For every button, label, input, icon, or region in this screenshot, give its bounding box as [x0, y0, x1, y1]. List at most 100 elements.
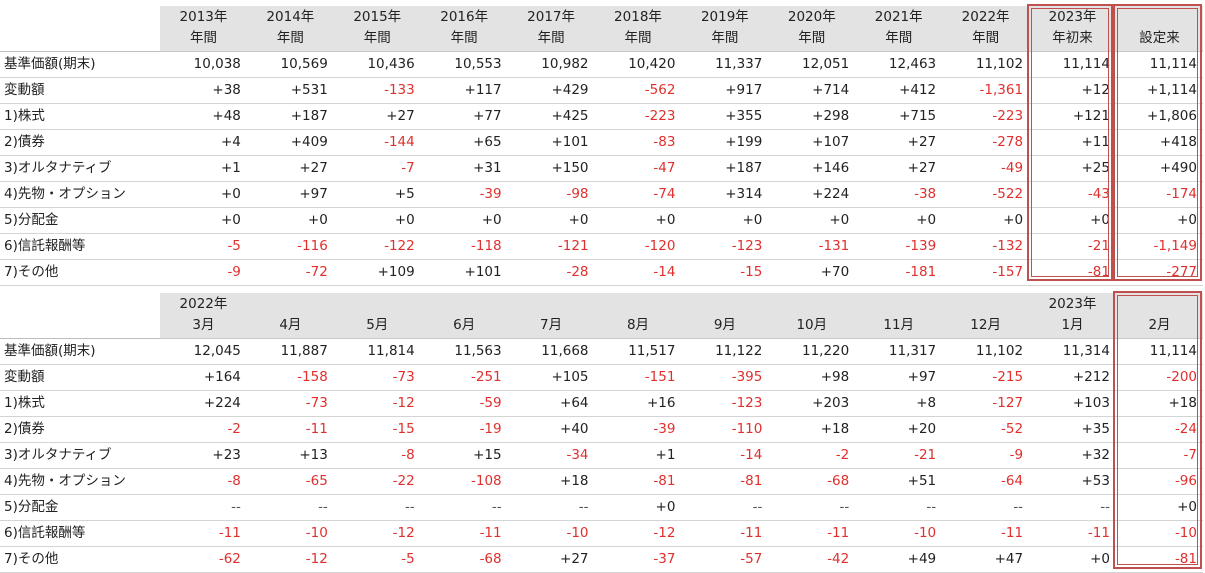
table-cell: -223: [942, 103, 1030, 130]
table-cell: -12: [333, 390, 421, 417]
column-header: 2014年 年間: [246, 6, 334, 52]
table-cell: 10,420: [594, 51, 682, 78]
column-header-period: 6月: [453, 316, 476, 333]
table-cell: 11,317: [855, 338, 943, 365]
table-cell: -14: [681, 442, 769, 469]
table-cell: --: [855, 494, 943, 521]
table-cell: 11,563: [420, 338, 508, 365]
row-label: 5)分配金: [0, 494, 160, 521]
table-cell: +97: [246, 181, 334, 208]
column-header: 2017年 年間: [507, 6, 595, 52]
row-label: 4)先物・オプション: [0, 181, 160, 208]
table-cell: +1,114: [1115, 77, 1203, 104]
table-cell: +409: [246, 129, 334, 156]
table-cell: 11,887: [246, 338, 334, 365]
table-cell: -62: [160, 546, 247, 573]
table-cell: -34: [507, 442, 595, 469]
table-cell: +715: [855, 103, 943, 130]
table-cell: +35: [1029, 416, 1116, 443]
column-header-period: 年間: [189, 29, 217, 46]
table-cell: -9: [160, 259, 247, 286]
table-cell: +49: [855, 546, 943, 573]
table-cell: -49: [942, 155, 1030, 182]
table-cell: --: [333, 494, 421, 521]
table-cell: +107: [768, 129, 856, 156]
column-header-year: 2017年: [527, 8, 575, 25]
column-header-period: 8月: [626, 316, 650, 333]
table-cell: +0: [768, 207, 856, 234]
table-cell: -10: [855, 520, 943, 547]
table-cell: -132: [942, 233, 1030, 260]
column-header-period: 10月: [796, 316, 828, 333]
table-cell: -38: [855, 181, 943, 208]
table-cell: -8: [160, 468, 247, 495]
table-cell: -15: [681, 259, 769, 286]
table-cell: -11: [420, 520, 508, 547]
table-cell: +64: [507, 390, 595, 417]
table-cell: +146: [768, 155, 856, 182]
table-cell: -7: [1115, 442, 1203, 469]
table-cell: +150: [507, 155, 595, 182]
table-cell: -37: [594, 546, 682, 573]
row-label: 2)債券: [0, 416, 160, 443]
table-cell: +224: [768, 181, 856, 208]
table-cell: +0: [855, 207, 943, 234]
table-row: 1)株式 +48 +187 +27 +77 +425 -223 +355 +298 +715 -22…: [0, 103, 1203, 130]
table-row: 7)その他 -9 -72 +109 +101 -28 -14 -15 +70 -181 -157 -8…: [0, 259, 1203, 286]
table-row: 基準価額(期末) 12,045 11,887 11,814 11,563 11,668 11…: [0, 338, 1203, 365]
column-header-period: 設定来: [1139, 29, 1180, 46]
table-cell: +101: [420, 259, 508, 286]
table-cell: +51: [855, 468, 943, 495]
table-cell: -11: [942, 520, 1030, 547]
table-cell: -151: [594, 364, 682, 391]
table-cell: +105: [507, 364, 595, 391]
table-cell: +199: [681, 129, 769, 156]
table-cell: +314: [681, 181, 769, 208]
row-label: 7)その他: [0, 546, 160, 573]
table-cell: +212: [1029, 364, 1116, 391]
table-cell: 10,038: [160, 51, 247, 78]
column-header-period: 1月: [1061, 316, 1084, 333]
table-cell: +27: [507, 546, 595, 573]
table-cell: -43: [1029, 181, 1116, 208]
table-cell: -15: [333, 416, 421, 443]
table-cell: -10: [246, 520, 334, 547]
table-cell: -127: [942, 390, 1030, 417]
table-row: 5)分配金 +0 +0 +0 +0 +0 +0 +0 +0 +0 +0 +0 +0: [0, 207, 1203, 234]
table-cell: -11: [768, 520, 856, 547]
table-cell: -83: [594, 129, 682, 156]
table-cell: -5: [333, 546, 421, 573]
table-cell: -10: [507, 520, 595, 547]
table-cell: +4: [160, 129, 247, 156]
table-cell: -64: [942, 468, 1030, 495]
table-cell: +5: [333, 181, 421, 208]
table-cell: -116: [246, 233, 334, 260]
table-cell: +298: [768, 103, 856, 130]
table-cell: -131: [768, 233, 856, 260]
table-cell: -65: [246, 468, 334, 495]
table-cell: +32: [1029, 442, 1116, 469]
table-cell: --: [1029, 494, 1116, 521]
table-cell: 12,051: [768, 51, 856, 78]
table-cell: -10: [1115, 520, 1203, 547]
column-header-year: [421, 294, 508, 315]
table-cell: +425: [507, 103, 595, 130]
table-cell: -47: [594, 155, 682, 182]
table-cell: -277: [1115, 259, 1203, 286]
table-cell: +412: [855, 77, 943, 104]
table-cell: -395: [681, 364, 769, 391]
table-cell: 12,045: [160, 338, 247, 365]
table-cell: +0: [1115, 207, 1203, 234]
row-label: 6)信託報酬等: [0, 520, 160, 547]
column-header-year: [334, 294, 421, 315]
table-cell: +77: [420, 103, 508, 130]
column-header-period: 年間: [276, 29, 304, 46]
table-cell: -21: [1029, 233, 1116, 260]
table-row: 変動額 +164 -158 -73 -251 +105 -151 -395 +98 +97 -215…: [0, 364, 1203, 391]
table-cell: -81: [1029, 259, 1116, 286]
column-header: 2022年 3月: [160, 293, 247, 339]
row-label: 2)債券: [0, 129, 160, 156]
table-cell: +0: [333, 207, 421, 234]
column-header-year: [1116, 7, 1203, 28]
table-cell: -5: [160, 233, 247, 260]
